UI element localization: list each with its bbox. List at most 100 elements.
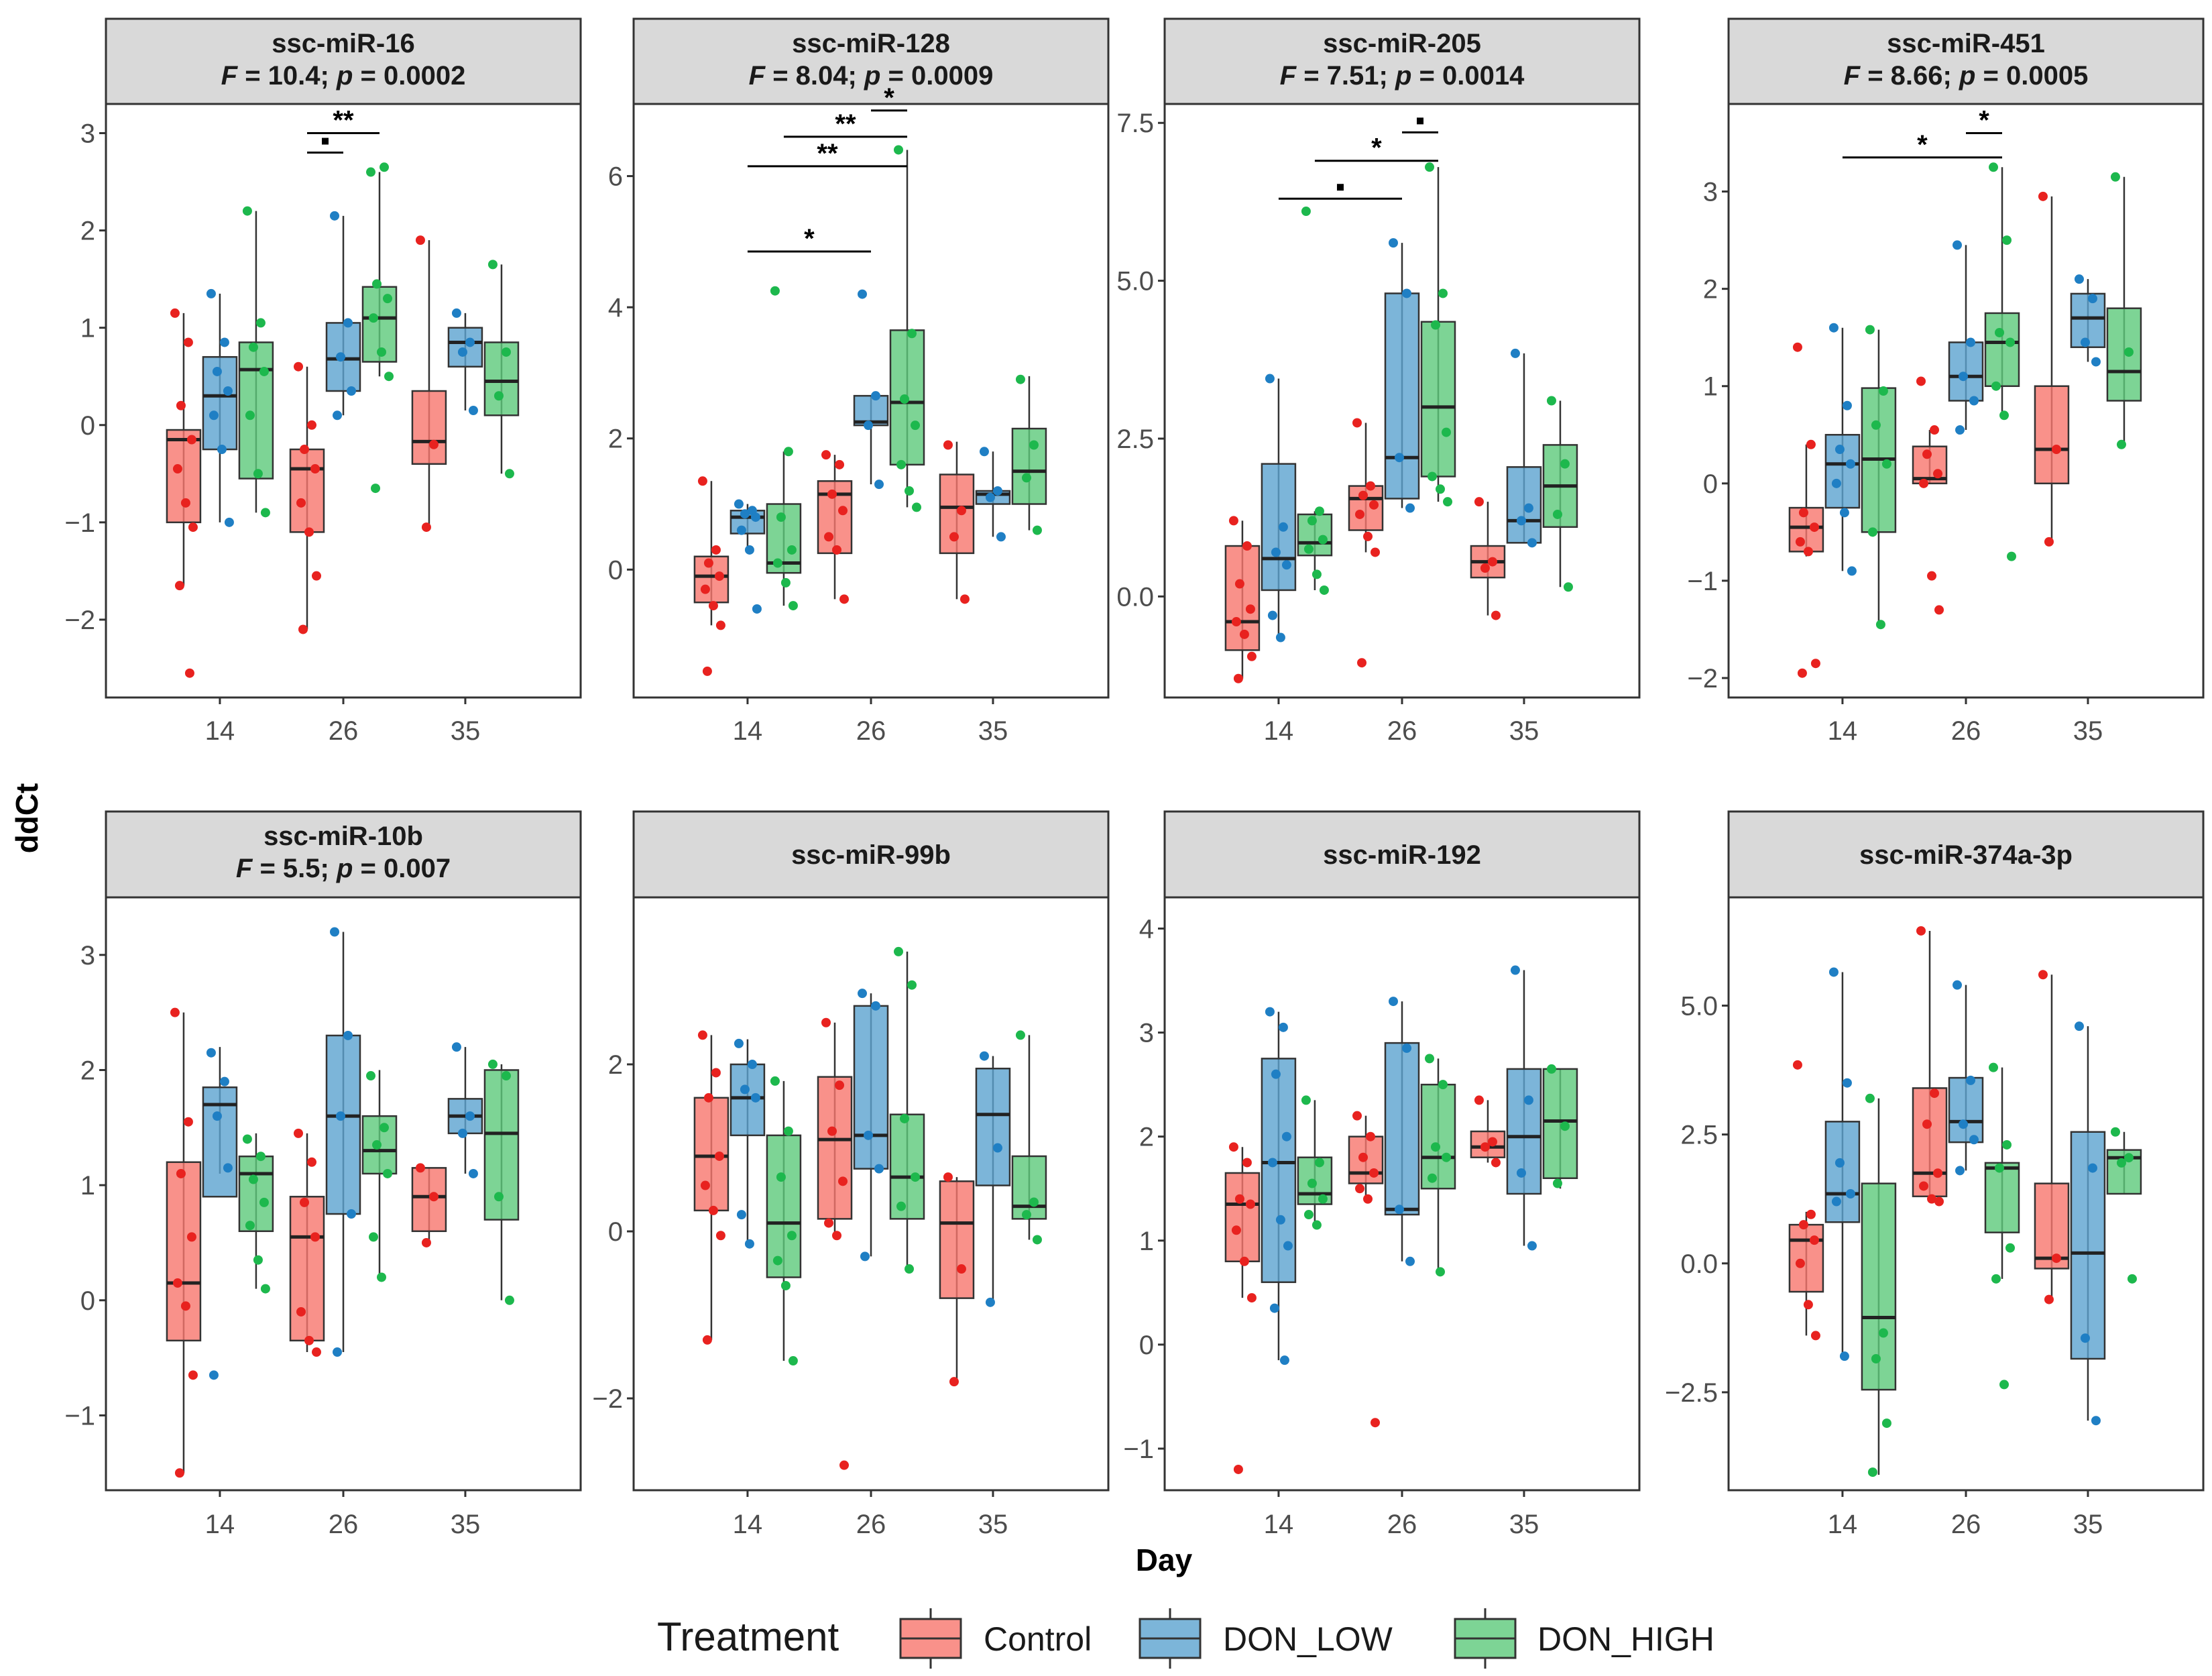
panel-ssc-mir-10b: ssc-miR-10b F = 5.5; p = 0.007 3 2 1 0 −1 14 26 3… [64, 810, 582, 1539]
box-body [238, 1155, 274, 1233]
data-point [1930, 425, 1939, 435]
data-point [2007, 551, 2016, 561]
x-tick-label: 14 [1264, 1510, 1294, 1539]
data-point [1842, 400, 1852, 410]
box-35-don_high [1542, 400, 1578, 588]
data-point [1366, 1131, 1375, 1141]
data-point [1431, 320, 1440, 330]
box-35-don_low [1506, 970, 1542, 1246]
data-point [1927, 571, 1936, 581]
data-point [380, 162, 389, 172]
data-point [1995, 1163, 2004, 1173]
box-35-don_high [1011, 1035, 1047, 1240]
data-point [1438, 1080, 1448, 1090]
box-body [1824, 1121, 1861, 1223]
data-point [992, 486, 1002, 496]
box-26-don_high [1420, 167, 1456, 502]
significance-label: ** [817, 139, 838, 168]
data-point [255, 1152, 266, 1162]
x-tick-label: 26 [856, 716, 886, 746]
data-point [1303, 1210, 1314, 1220]
data-point [1275, 632, 1285, 643]
data-point [1303, 544, 1314, 554]
data-point [734, 1038, 744, 1048]
data-point [1803, 547, 1813, 557]
data-point [835, 459, 844, 469]
data-point [336, 352, 345, 362]
box-body [766, 1134, 802, 1278]
box-body [325, 1034, 361, 1215]
data-point [1795, 1258, 1805, 1268]
stat-p-label: p [336, 854, 353, 883]
box-body [889, 1113, 925, 1220]
x-tick-label: 14 [1828, 716, 1858, 746]
data-point [1810, 659, 1820, 669]
data-point [1021, 1210, 1031, 1220]
data-point [1927, 1194, 1936, 1204]
data-point [1358, 1152, 1368, 1162]
data-point [1999, 1380, 2009, 1390]
data-point [206, 1048, 216, 1058]
data-point [2038, 191, 2048, 201]
data-point [1845, 459, 1855, 469]
data-point [1865, 1093, 1875, 1103]
data-point [1307, 516, 1317, 526]
data-point [1916, 376, 1926, 386]
data-point [1352, 418, 1362, 428]
data-point [1371, 547, 1380, 557]
data-point [1314, 1158, 1324, 1168]
panel-strip [1727, 17, 2205, 105]
box-35-don_low [975, 1056, 1011, 1302]
data-point [780, 1280, 791, 1290]
data-point [1402, 1043, 1411, 1053]
y-tick-label: 0 [608, 1217, 623, 1247]
data-point [2127, 1274, 2137, 1284]
data-point [1792, 342, 1802, 352]
data-point [907, 980, 917, 990]
y-tick-label: 1 [80, 1171, 95, 1200]
data-point [174, 1468, 184, 1478]
data-point [839, 594, 849, 604]
data-point [1835, 1158, 1845, 1168]
box-body [2034, 1182, 2070, 1270]
box-35-don_high [2106, 176, 2142, 445]
legend-item-don_high: DON_HIGH [1454, 1608, 1714, 1669]
data-point [1245, 1199, 1255, 1209]
data-point [1916, 926, 1926, 936]
x-tick-label: 14 [733, 1510, 763, 1539]
significance-label: ** [835, 109, 856, 139]
data-point [896, 459, 906, 469]
data-point [776, 1172, 786, 1182]
data-point [206, 288, 216, 298]
box-35-don_low [1506, 353, 1542, 544]
data-point [783, 447, 793, 457]
data-point [1516, 516, 1526, 526]
box-body [1011, 1155, 1047, 1220]
data-point [1301, 1095, 1311, 1105]
data-point [501, 347, 511, 357]
box-35-control [411, 240, 447, 528]
y-tick-label: 5.0 [1680, 991, 1718, 1021]
data-point [465, 1111, 475, 1121]
y-tick-label: −2 [1687, 664, 1718, 693]
x-tick-label: 35 [2073, 1510, 2103, 1539]
stat-p-value: = 0.0005 [1975, 61, 2088, 91]
data-point [1989, 1062, 1998, 1072]
data-point [415, 1163, 425, 1173]
x-tick-label: 14 [1828, 1510, 1858, 1539]
data-point [1999, 410, 2009, 421]
legend-title: Treatment [657, 1614, 839, 1659]
data-point [1810, 1331, 1820, 1341]
data-point [1352, 1111, 1362, 1121]
box-26-don_low [1948, 985, 1984, 1171]
panel-title: ssc-miR-10b [264, 822, 423, 851]
data-point [824, 1218, 833, 1228]
box-26-control [289, 366, 325, 630]
y-tick-label: −1 [1687, 567, 1718, 596]
data-point [372, 1140, 382, 1150]
x-tick-label: 35 [451, 1510, 481, 1539]
box-35-don_low [2070, 279, 2106, 362]
data-point [2005, 1243, 2015, 1253]
x-tick-label: 35 [978, 1510, 1008, 1539]
